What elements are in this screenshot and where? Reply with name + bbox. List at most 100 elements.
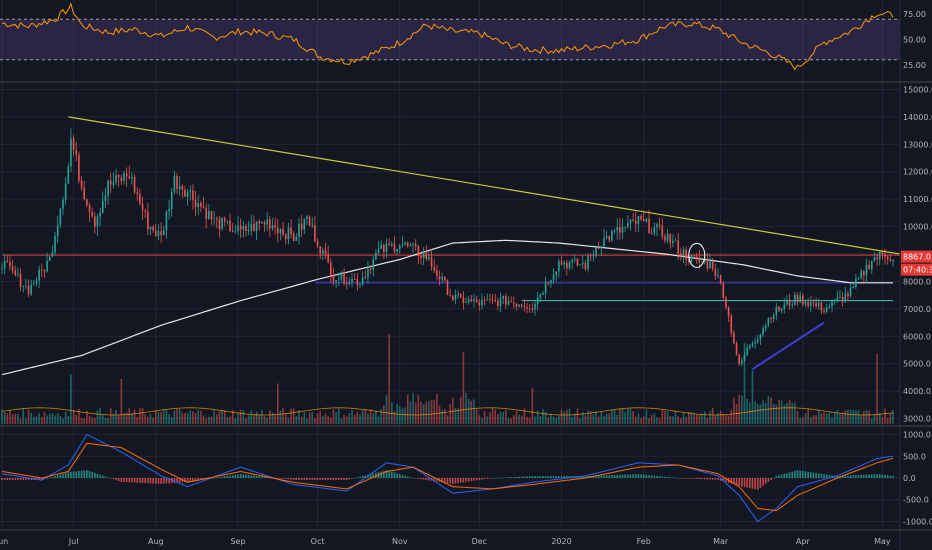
candle bbox=[478, 298, 481, 311]
macd-bar bbox=[656, 475, 658, 478]
macd-bar bbox=[223, 476, 226, 478]
macd-bar bbox=[414, 478, 417, 479]
volume-bar bbox=[552, 416, 555, 424]
candle bbox=[300, 215, 303, 238]
candle bbox=[80, 176, 83, 191]
macd-bar bbox=[483, 478, 486, 480]
macd-bar bbox=[624, 474, 626, 478]
candle-body bbox=[833, 299, 836, 301]
candle-body bbox=[844, 293, 847, 302]
macd-bar bbox=[284, 478, 287, 480]
macd-bar bbox=[462, 478, 465, 483]
macd-bar bbox=[51, 476, 54, 478]
candle-body bbox=[865, 264, 868, 276]
candle bbox=[234, 225, 237, 234]
candle bbox=[634, 211, 637, 233]
volume-bar bbox=[149, 414, 152, 424]
rsi-tick-label: 75.00 bbox=[903, 10, 926, 19]
price-tick-label: 14000.0 bbox=[903, 113, 932, 122]
candle-body bbox=[234, 231, 237, 233]
macd-bar bbox=[27, 478, 30, 480]
candle bbox=[295, 233, 298, 241]
macd-bar bbox=[104, 476, 107, 478]
macd-bar bbox=[767, 478, 770, 482]
candle bbox=[123, 171, 125, 185]
volume-bar bbox=[568, 408, 571, 424]
macd-bar bbox=[152, 478, 154, 484]
candle-body bbox=[770, 317, 772, 319]
macd-bar bbox=[836, 476, 839, 478]
candle bbox=[215, 216, 218, 229]
volume-bar bbox=[730, 409, 733, 424]
volume-bar bbox=[178, 409, 181, 424]
candle-body bbox=[43, 269, 46, 272]
candle-body bbox=[815, 303, 817, 307]
candle bbox=[152, 225, 154, 233]
candle bbox=[128, 165, 131, 179]
macd-bar bbox=[730, 478, 733, 484]
volume-bar bbox=[794, 402, 796, 424]
volume-bar bbox=[369, 409, 372, 424]
candle bbox=[322, 247, 324, 261]
candle-body bbox=[807, 301, 809, 307]
volume-bar bbox=[218, 411, 221, 424]
candle bbox=[844, 286, 847, 304]
volume-bar bbox=[558, 415, 560, 424]
candle-body bbox=[452, 295, 454, 300]
candle-body bbox=[515, 303, 518, 307]
volume-bar bbox=[75, 414, 78, 424]
volume-bar bbox=[743, 343, 746, 424]
volume-bar bbox=[542, 408, 544, 424]
candle-body bbox=[584, 263, 587, 270]
volume-bar bbox=[215, 414, 218, 424]
macd-bar bbox=[54, 476, 56, 478]
macd-bar bbox=[300, 478, 303, 480]
candle bbox=[62, 196, 64, 216]
candle-body bbox=[802, 295, 804, 305]
volume-bar bbox=[783, 404, 786, 424]
volume-bar bbox=[733, 397, 735, 424]
candle-body bbox=[571, 259, 573, 263]
candle-body bbox=[96, 216, 99, 227]
candle-body bbox=[616, 227, 619, 231]
volume-bar bbox=[330, 417, 332, 424]
candle bbox=[627, 215, 629, 229]
macd-bar bbox=[552, 476, 555, 478]
volume-bar bbox=[531, 388, 534, 424]
volume-bar bbox=[767, 395, 770, 424]
macd-bar bbox=[221, 476, 223, 478]
macd-bar bbox=[650, 475, 653, 478]
macd-bar bbox=[505, 477, 507, 478]
volume-bar bbox=[383, 405, 385, 424]
candle bbox=[833, 298, 836, 306]
candle bbox=[46, 252, 48, 273]
volume-bar bbox=[237, 413, 239, 424]
candle-body bbox=[714, 268, 717, 277]
macd-bar bbox=[9, 478, 11, 480]
volume-bar bbox=[539, 416, 542, 424]
volume-bar bbox=[412, 393, 414, 424]
candle bbox=[168, 199, 170, 220]
volume-bar bbox=[624, 412, 626, 424]
volume-bar bbox=[672, 416, 674, 424]
volume-bar bbox=[298, 410, 300, 424]
candle-body bbox=[672, 240, 674, 244]
volume-bar bbox=[603, 415, 605, 424]
current-price-tag[interactable]: 8867.0 07:40:33 bbox=[901, 250, 932, 276]
macd-bar bbox=[78, 471, 80, 478]
candle-body bbox=[528, 308, 531, 310]
candle-body bbox=[454, 295, 457, 300]
volume-bar bbox=[54, 415, 56, 424]
volume-bar bbox=[775, 404, 778, 424]
volume-bar bbox=[213, 409, 215, 424]
volume-bar bbox=[205, 418, 207, 424]
candle-body bbox=[600, 246, 603, 249]
candle bbox=[186, 188, 189, 206]
candle-body bbox=[255, 221, 258, 232]
volume-bar bbox=[820, 413, 823, 424]
volume-bar bbox=[701, 413, 703, 424]
candle bbox=[22, 285, 25, 293]
candle-body bbox=[125, 173, 128, 177]
candle bbox=[600, 245, 603, 257]
candle-body bbox=[412, 244, 414, 246]
